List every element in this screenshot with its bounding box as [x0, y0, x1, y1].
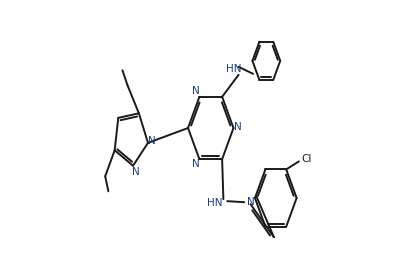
Text: N: N [193, 86, 200, 96]
Text: N: N [148, 136, 155, 146]
Text: N: N [132, 167, 140, 177]
Text: N: N [247, 197, 255, 207]
Text: HN: HN [226, 64, 241, 74]
Text: N: N [193, 159, 200, 169]
Text: Cl: Cl [301, 154, 312, 164]
Text: N: N [234, 122, 242, 132]
Text: HN: HN [207, 198, 222, 208]
